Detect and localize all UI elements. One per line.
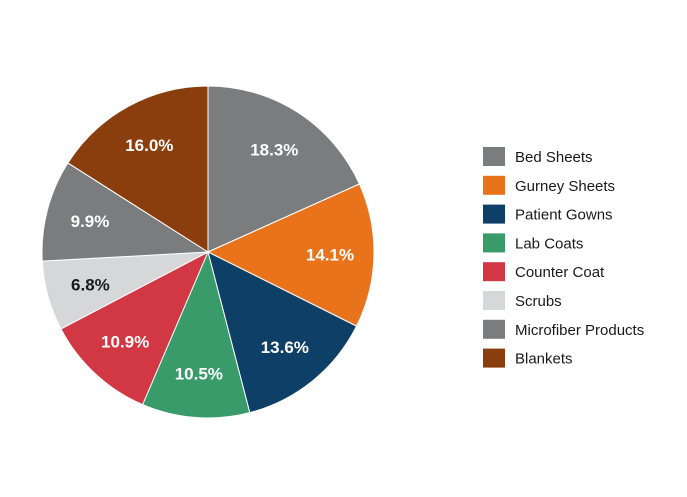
slice-label-counter-coat: 10.9% (101, 333, 149, 352)
legend-swatch-scrubs (483, 291, 505, 310)
legend-item-lab-coats: Lab Coats (483, 233, 583, 253)
slice-blankets (67, 85, 209, 253)
legend-swatch-bed-sheets (483, 147, 505, 166)
slice-label-bed-sheets: 18.3% (250, 141, 298, 160)
slice-label-microfiber-products: 9.9% (71, 212, 110, 231)
slice-patient-gowns (207, 251, 358, 414)
legend-item-patient-gowns: Patient Gowns (483, 204, 613, 224)
legend: Bed Sheets Gurney Sheets Patient Gowns Lab … (483, 147, 644, 368)
legend-label-counter-coat: Counter Coat (515, 264, 605, 281)
slice-label-gurney-sheets: 14.1% (306, 246, 354, 265)
legend-item-microfiber-products: Microfiber Products (483, 319, 644, 339)
legend-swatch-patient-gowns (483, 204, 505, 224)
slice-microfiber-products (41, 162, 210, 262)
legend-label-blankets: Blankets (515, 351, 573, 368)
legend-item-scrubs: Scrubs (483, 291, 562, 310)
slice-label-scrubs: 6.8% (71, 275, 110, 294)
legend-label-microfiber-products: Microfiber Products (515, 322, 644, 339)
slice-label-lab-coats: 10.5% (175, 365, 223, 384)
legend-swatch-microfiber-products (483, 319, 505, 339)
slice-counter-coat (60, 250, 210, 406)
legend-swatch-blankets (483, 348, 505, 368)
legend-swatch-lab-coats (483, 233, 505, 253)
slice-bed-sheets (207, 85, 361, 253)
legend-item-bed-sheets: Bed Sheets (483, 147, 593, 166)
legend-label-bed-sheets: Bed Sheets (515, 149, 593, 166)
legend-item-counter-coat: Counter Coat (483, 262, 605, 282)
legend-label-gurney-sheets: Gurney Sheets (515, 178, 615, 195)
legend-label-patient-gowns: Patient Gowns (515, 207, 613, 224)
pie-slices (41, 85, 375, 419)
legend-item-blankets: Blankets (483, 348, 573, 368)
legend-swatch-counter-coat (483, 262, 505, 282)
legend-label-lab-coats: Lab Coats (515, 235, 583, 252)
slice-label-patient-gowns: 13.6% (261, 338, 309, 357)
legend-swatch-gurney-sheets (483, 175, 505, 195)
legend-item-gurney-sheets: Gurney Sheets (483, 175, 615, 195)
slice-label-blankets: 16.0% (125, 136, 173, 155)
slice-labels: 18.3% 14.1% 13.6% 10.5% 10.9% 6.8% 9.9% 16.0% (71, 136, 354, 384)
legend-label-scrubs: Scrubs (515, 293, 562, 310)
slice-gurney-sheets (206, 183, 375, 327)
slice-lab-coats (141, 250, 251, 419)
